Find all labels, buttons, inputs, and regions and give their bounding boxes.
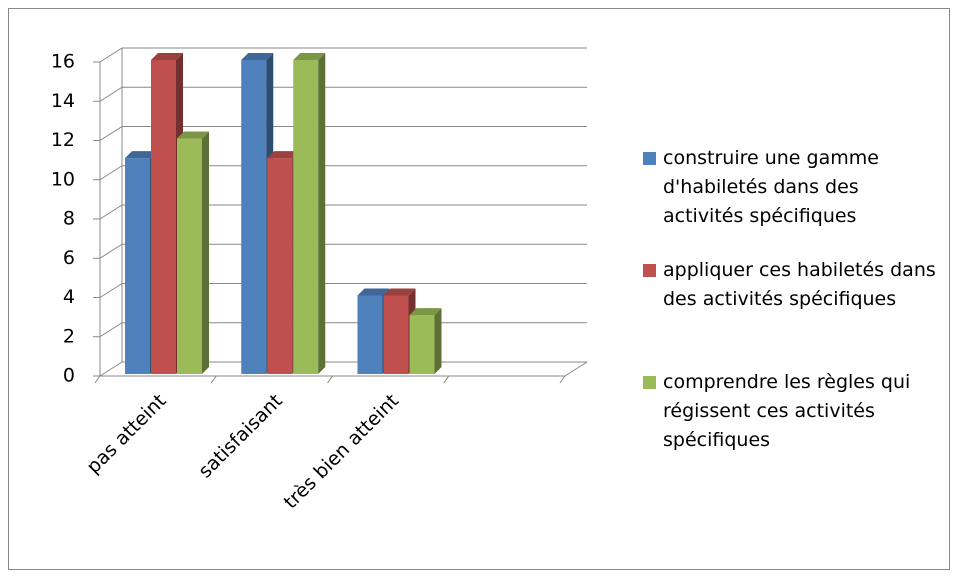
- bar: [293, 60, 319, 374]
- x-tick: [443, 375, 450, 384]
- y-tick-label: 12: [51, 129, 75, 151]
- bar-top: [293, 53, 326, 60]
- x-tick: [94, 375, 101, 384]
- bar-side: [434, 308, 442, 374]
- grid-line: [99, 86, 123, 102]
- bar-side: [318, 53, 326, 374]
- bar: [357, 295, 383, 374]
- bar: [383, 295, 409, 374]
- y-tick-label: 2: [63, 325, 75, 347]
- bar-top: [267, 151, 300, 159]
- grid-line: [99, 322, 123, 338]
- y-tick-label: 16: [51, 51, 75, 73]
- legend-entry: construire une gamme d'habiletés dans de…: [643, 144, 943, 231]
- bar: [267, 158, 293, 374]
- grid-line: [99, 126, 123, 141]
- bar-top: [383, 288, 416, 296]
- x-tick: [559, 375, 566, 384]
- bar: [151, 60, 176, 374]
- y-tick-label: 8: [63, 208, 75, 230]
- bar-top: [151, 53, 183, 60]
- bar: [241, 60, 267, 374]
- legend-swatch: [643, 376, 656, 389]
- bar-top: [241, 53, 274, 60]
- bar-top: [177, 131, 209, 139]
- legend-label: comprendre les règles qui régissent ces …: [663, 371, 911, 451]
- y-tick-label: 6: [63, 247, 75, 269]
- y-tick-label: 14: [51, 90, 75, 112]
- legend-label: appliquer ces habiletés dans des activit…: [663, 259, 936, 310]
- floor-right: [564, 361, 588, 377]
- bar: [177, 138, 202, 374]
- grid-line: [99, 361, 123, 377]
- legend-swatch: [643, 264, 656, 277]
- x-tick: [327, 375, 333, 384]
- x-tick: [210, 375, 217, 384]
- legend-entry: comprendre les règles qui régissent ces …: [643, 368, 943, 455]
- grid-line: [99, 204, 123, 220]
- grid-line: [99, 283, 123, 298]
- y-tick-label: 10: [51, 168, 75, 190]
- bar-top: [357, 288, 390, 296]
- grid-line: [99, 47, 123, 63]
- y-tick-label: 4: [63, 286, 75, 308]
- bar-side: [202, 131, 209, 374]
- bar: [125, 158, 150, 374]
- bar-top: [125, 151, 157, 159]
- legend-entry: appliquer ces habiletés dans des activit…: [643, 256, 943, 314]
- bar-top: [409, 308, 442, 316]
- bar: [409, 315, 435, 374]
- grid-line: [99, 243, 123, 259]
- legend-swatch: [643, 152, 656, 165]
- legend-label: construire une gamme d'habiletés dans de…: [663, 147, 879, 227]
- grid-line: [99, 165, 123, 181]
- y-tick-label: 0: [63, 365, 75, 387]
